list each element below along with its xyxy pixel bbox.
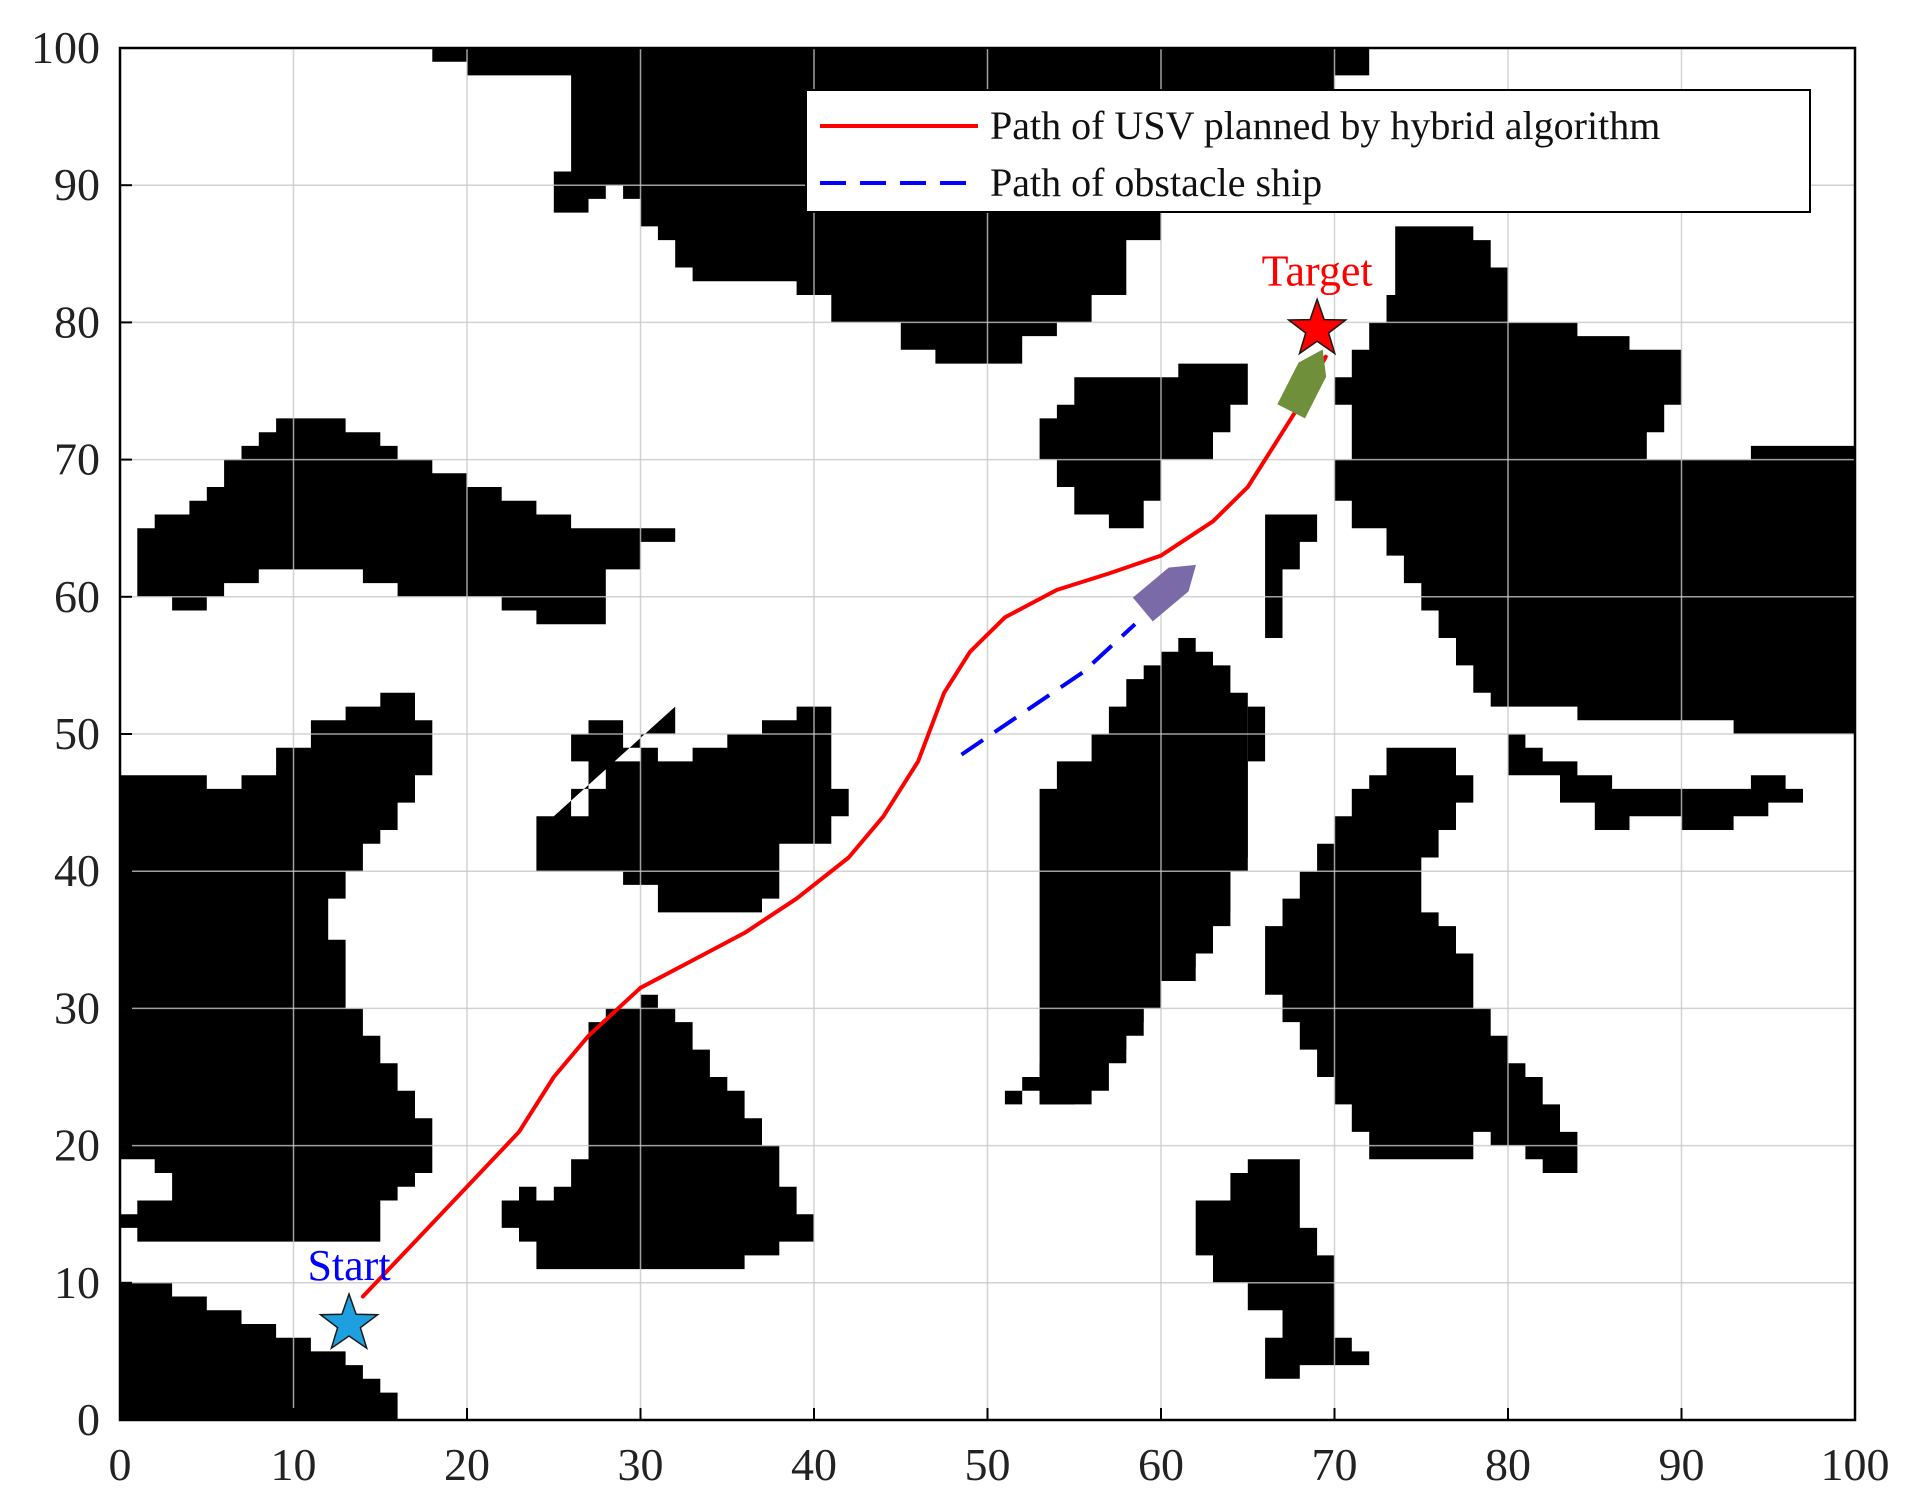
obstacle-5 xyxy=(1265,747,1578,1173)
start-star-icon xyxy=(318,1291,380,1351)
y-tick-label-80: 80 xyxy=(54,296,100,347)
obstacle-13 xyxy=(120,692,433,1242)
obstacle-ship-path-line xyxy=(960,622,1137,757)
y-tick-label-50: 50 xyxy=(54,708,100,759)
legend-label-obstacle-ship: Path of obstacle ship xyxy=(990,160,1322,205)
x-tick-label-80: 80 xyxy=(1485,1439,1531,1490)
y-tick-label-30: 30 xyxy=(54,982,100,1033)
obstacle-11 xyxy=(536,706,849,913)
x-tick-label-30: 30 xyxy=(618,1439,664,1490)
series-layer xyxy=(360,354,1328,1299)
x-tick-label-60: 60 xyxy=(1138,1439,1184,1490)
x-tick-label-0: 0 xyxy=(109,1439,132,1490)
target-star-icon xyxy=(1286,297,1348,356)
vessel-layer xyxy=(1132,349,1327,622)
y-tick-label-0: 0 xyxy=(77,1394,100,1445)
y-tick-label-20: 20 xyxy=(54,1120,100,1171)
obstacle-10 xyxy=(501,994,814,1270)
x-tick-label-90: 90 xyxy=(1659,1439,1705,1490)
obstacle-ship-vessel xyxy=(1132,564,1196,622)
grid-layer xyxy=(120,48,1855,1420)
legend-box xyxy=(805,89,1811,213)
x-tick-label-70: 70 xyxy=(1312,1439,1358,1490)
y-tick-label-70: 70 xyxy=(54,434,100,485)
x-tick-label-50: 50 xyxy=(965,1439,1011,1490)
y-tick-label-10: 10 xyxy=(54,1257,100,1308)
obstacle-14 xyxy=(120,1282,398,1420)
y-tick-label-60: 60 xyxy=(54,571,100,622)
x-tick-label-20: 20 xyxy=(444,1439,490,1490)
obstacle-2 xyxy=(1334,226,1855,734)
x-tick-label-10: 10 xyxy=(271,1439,317,1490)
y-tick-label-40: 40 xyxy=(54,845,100,896)
target-label: Target xyxy=(1262,246,1373,295)
usv-vessel xyxy=(1277,349,1327,419)
obstacle-3 xyxy=(1508,596,1821,680)
obstacle-9 xyxy=(1195,1159,1370,1379)
legend: Path of USV planned by hybrid algorithm … xyxy=(805,89,1811,213)
tick-layer: 0 10 20 30 40 50 60 70 80 90 100 0 10 20 30 40 50 60 70 80 9… xyxy=(31,22,1890,1490)
start-label: Start xyxy=(307,1241,390,1290)
obstacle-4 xyxy=(1508,734,1803,830)
x-tick-label-40: 40 xyxy=(791,1439,837,1490)
obstacle-8 xyxy=(1039,363,1248,529)
marker-layer: Start Target xyxy=(307,246,1373,1351)
x-tick-label-100: 100 xyxy=(1821,1439,1890,1490)
legend-label-usv-path: Path of USV planned by hybrid algorithm xyxy=(990,103,1660,148)
y-tick-label-90: 90 xyxy=(54,159,100,210)
y-tick-label-100: 100 xyxy=(31,22,100,73)
usv-path-line xyxy=(360,354,1328,1299)
obstacle-12 xyxy=(137,418,676,625)
